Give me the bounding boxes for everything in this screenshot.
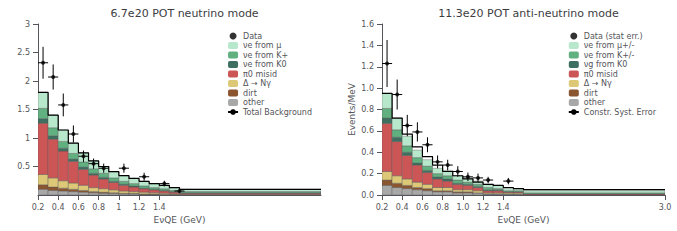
svg-text:3.0: 3.0 [659, 203, 672, 212]
svg-text:0.5: 0.5 [17, 162, 30, 171]
svg-text:1.6: 1.6 [361, 20, 374, 29]
svg-text:11.3e20 POT anti-neutrino mode: 11.3e20 POT anti-neutrino mode [438, 7, 619, 20]
svg-text:0.4: 0.4 [52, 203, 65, 212]
svg-text:νg from K0: νg from K0 [584, 60, 628, 69]
svg-text:Data: Data [243, 32, 262, 41]
svg-text:νe from μ+/-: νe from μ+/- [584, 41, 635, 50]
svg-text:0.2: 0.2 [361, 169, 374, 178]
svg-text:1.2: 1.2 [477, 203, 490, 212]
svg-text:2.5: 2.5 [17, 48, 30, 57]
svg-text:0.6: 0.6 [416, 203, 429, 212]
svg-text:3: 3 [25, 20, 30, 29]
svg-text:1: 1 [116, 203, 121, 212]
svg-text:0.4: 0.4 [361, 148, 374, 157]
svg-text:EνQE (GeV): EνQE (GeV) [497, 215, 549, 225]
svg-text:0.8: 0.8 [92, 203, 105, 212]
svg-text:dirt: dirt [243, 89, 257, 98]
svg-text:νe from K+: νe from K+ [243, 51, 288, 60]
svg-text:2: 2 [25, 77, 30, 86]
svg-text:1.4: 1.4 [361, 41, 374, 50]
svg-text:1.2: 1.2 [133, 203, 146, 212]
svg-text:other: other [584, 98, 606, 107]
svg-text:0.2: 0.2 [376, 203, 389, 212]
svg-text:0.6: 0.6 [361, 126, 374, 135]
svg-text:1.0: 1.0 [456, 203, 469, 212]
svg-text:Total Background: Total Background [242, 108, 312, 117]
svg-text:1.0: 1.0 [361, 84, 374, 93]
svg-text:νe from μ: νe from μ [243, 41, 281, 50]
svg-text:Δ → Nγ: Δ → Nγ [584, 79, 612, 88]
svg-text:νe from K+/-: νe from K+/- [584, 51, 635, 60]
svg-text:Constr. Syst. Error: Constr. Syst. Error [584, 108, 657, 117]
svg-text:0.8: 0.8 [436, 203, 449, 212]
svg-text:1.5: 1.5 [17, 105, 30, 114]
svg-text:other: other [243, 98, 265, 107]
svg-text:1.4: 1.4 [497, 203, 510, 212]
svg-text:1.4: 1.4 [153, 203, 166, 212]
svg-text:0.0: 0.0 [361, 191, 374, 200]
svg-text:1.2: 1.2 [361, 62, 374, 71]
svg-text:0.2: 0.2 [32, 203, 45, 212]
svg-text:Δ → Nγ: Δ → Nγ [243, 79, 271, 88]
svg-text:6.7e20 POT neutrino mode: 6.7e20 POT neutrino mode [110, 7, 258, 20]
svg-text:0.8: 0.8 [361, 105, 374, 114]
svg-text:dirt: dirt [584, 89, 598, 98]
svg-text:Data (stat err.): Data (stat err.) [584, 32, 643, 41]
svg-text:0.4: 0.4 [396, 203, 409, 212]
svg-text:π0 misid: π0 misid [584, 70, 618, 79]
svg-text:1: 1 [25, 134, 30, 143]
svg-text:π0 misid: π0 misid [243, 70, 277, 79]
svg-text:0.6: 0.6 [72, 203, 85, 212]
svg-text:νe from K0: νe from K0 [243, 60, 286, 69]
svg-text:Events/MeV: Events/MeV [347, 82, 357, 136]
svg-text:EνQE (GeV): EνQE (GeV) [153, 215, 205, 225]
